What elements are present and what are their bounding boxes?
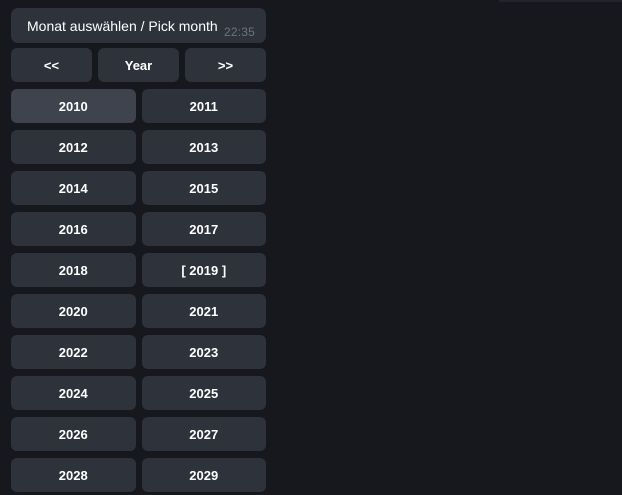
year-button-2025[interactable]: 2025 <box>141 376 266 410</box>
keyboard-nav-row: << Year >> <box>11 48 266 82</box>
year-button-2020[interactable]: 2020 <box>11 294 136 328</box>
year-button-2019[interactable]: [ 2019 ] <box>141 253 266 287</box>
keyboard-year-row: 2028 2029 <box>11 458 266 492</box>
year-button-2010[interactable]: 2010 <box>11 89 136 123</box>
year-button-2014[interactable]: 2014 <box>11 171 136 205</box>
year-button-2024[interactable]: 2024 <box>11 376 136 410</box>
year-button-2018[interactable]: 2018 <box>11 253 136 287</box>
keyboard-year-row: 2016 2017 <box>11 212 266 246</box>
keyboard-year-row: 2026 2027 <box>11 417 266 451</box>
keyboard-year-row: 2012 2013 <box>11 130 266 164</box>
message-bubble: Monat auswählen / Pick month 22:35 <box>11 8 266 43</box>
year-button-2011[interactable]: 2011 <box>141 89 266 123</box>
year-button-2015[interactable]: 2015 <box>141 171 266 205</box>
top-edge-highlight <box>499 0 622 2</box>
year-button-2013[interactable]: 2013 <box>141 130 266 164</box>
year-button-2022[interactable]: 2022 <box>11 335 136 369</box>
inline-keyboard: << Year >> 2010 2011 2012 2013 2014 2015 2016 201… <box>11 48 266 492</box>
next-years-button[interactable]: >> <box>185 48 266 82</box>
year-button-2016[interactable]: 2016 <box>11 212 136 246</box>
year-button-2026[interactable]: 2026 <box>11 417 136 451</box>
keyboard-year-row: 2020 2021 <box>11 294 266 328</box>
message-text: Monat auswählen / Pick month <box>27 17 218 34</box>
year-button-2023[interactable]: 2023 <box>141 335 266 369</box>
keyboard-year-grid: 2010 2011 2012 2013 2014 2015 2016 2017 2018[ 20… <box>11 89 266 492</box>
year-button-2029[interactable]: 2029 <box>141 458 266 492</box>
keyboard-year-row: 2024 2025 <box>11 376 266 410</box>
keyboard-year-row: 2014 2015 <box>11 171 266 205</box>
message-timestamp: 22:35 <box>223 25 255 39</box>
year-button-2017[interactable]: 2017 <box>141 212 266 246</box>
year-mode-button[interactable]: Year <box>98 48 179 82</box>
year-button-2021[interactable]: 2021 <box>141 294 266 328</box>
year-button-2028[interactable]: 2028 <box>11 458 136 492</box>
year-button-2027[interactable]: 2027 <box>141 417 266 451</box>
prev-years-button[interactable]: << <box>11 48 92 82</box>
year-button-2012[interactable]: 2012 <box>11 130 136 164</box>
keyboard-year-row: 2022 2023 <box>11 335 266 369</box>
keyboard-year-row: 2010 2011 <box>11 89 266 123</box>
keyboard-year-row: 2018[ 2019 ] <box>11 253 266 287</box>
chat-message-group: Monat auswählen / Pick month 22:35 << Yea… <box>11 8 266 495</box>
